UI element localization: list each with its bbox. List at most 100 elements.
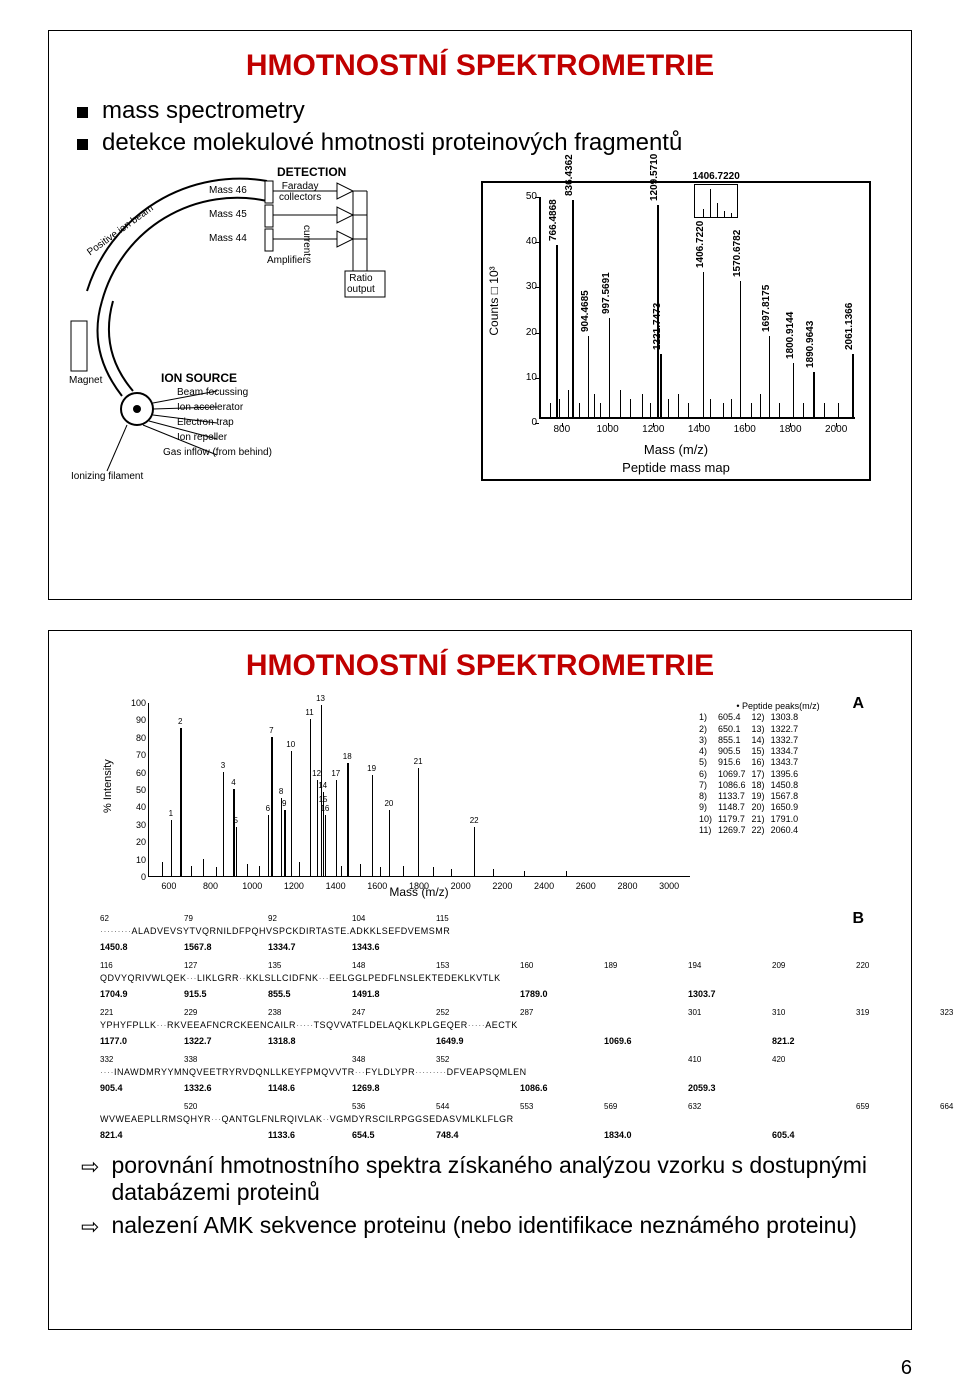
figA-peak-bar (284, 810, 285, 876)
figA-noise-bar (493, 869, 494, 876)
legend-cell: 905.5 (715, 746, 749, 757)
figA-noise-bar (524, 871, 525, 876)
figA-legend: • Peptide peaks(m/z) 1)605.412)1303.82)6… (696, 701, 860, 836)
pmm-xlabel: Mass (m/z) (483, 442, 869, 457)
figA-peak-number: 3 (221, 761, 225, 770)
pmm-inset: 1406.7220 (694, 184, 738, 218)
spectrum-peak-label: 836.4362 (564, 154, 575, 196)
figA-peak-number: 2 (178, 717, 182, 726)
figA-plot-area: 12345678910111213141516171819202122 (148, 703, 690, 877)
legend-row: 8)1133.719)1567.8 (696, 791, 801, 802)
legend-cell: 1650.9 (768, 802, 802, 813)
label-amplifiers: Amplifiers (267, 255, 311, 266)
spectrum-peak-label: 2061.1366 (844, 302, 855, 349)
figA-peak-bar (268, 815, 269, 876)
spectrum-peak-label: 1697.8175 (761, 284, 772, 331)
figA-ytick: 90 (130, 715, 146, 725)
panel2-title: HMOTNOSTNÍ SPEKTROMETRIE (67, 649, 893, 683)
peptide-mass-map-figure: 766.4868836.4362904.4685997.56911209.571… (481, 181, 871, 481)
legend-cell: 1) (696, 712, 715, 723)
spectrum-noise-bar (630, 399, 631, 417)
spectrum-peak-bar (660, 354, 661, 417)
figB-index-row: 116127135148153160189194209220 (100, 960, 860, 972)
legend-cell: 7) (696, 780, 715, 791)
legend-cell: 10) (696, 814, 715, 825)
label-current: current (301, 225, 312, 256)
label-mass46: Mass 46 (209, 185, 247, 196)
legend-cell: 915.6 (715, 757, 749, 768)
spectrum-noise-bar (824, 403, 825, 417)
bullet-row: detekce molekulové hmotnosti proteinovýc… (77, 129, 893, 157)
spectrum-noise-bar (710, 399, 711, 417)
legend-cell: 1395.6 (768, 769, 802, 780)
figA-xtick: 800 (203, 881, 218, 891)
pmm-plot-area: 766.4868836.4362904.4685997.56911209.571… (539, 197, 855, 419)
bullet-text: mass spectrometry (102, 97, 305, 125)
figA-peak-bar (347, 763, 348, 876)
spectrum-peak-bar (740, 281, 741, 417)
figA-legend-table: 1)605.412)1303.82)650.113)1322.73)855.11… (696, 712, 801, 836)
page-number: 6 (901, 1357, 912, 1380)
figA-xtick: 2000 (451, 881, 471, 891)
spectrum-peak-label: 1890.9643 (805, 321, 816, 368)
spectrum-figure-A: A 12345678910111213141516171819202122 % … (100, 697, 860, 907)
spectrum-peak-bar (793, 363, 794, 417)
figA-peak-number: 1 (169, 809, 173, 818)
figA-peak-number: 20 (384, 799, 393, 808)
figA-noise-bar (360, 864, 361, 876)
legend-cell: 19) (749, 791, 768, 802)
legend-row: 1)605.412)1303.8 (696, 712, 801, 723)
arrow-bullet-row: ⇨ nalezení AMK sekvence proteinu (nebo i… (81, 1212, 879, 1240)
figA-xtick: 1400 (326, 881, 346, 891)
figA-noise-bar (341, 866, 342, 876)
legend-cell: 1133.7 (715, 791, 749, 802)
figA-ytick: 80 (130, 733, 146, 743)
spectrum-peak-label: 997.5691 (601, 272, 612, 314)
figA-peak-number: 13 (316, 694, 325, 703)
arrow-bullet-row: ⇨ porovnání hmotnostního spektra získané… (81, 1152, 879, 1206)
legend-row: 4)905.515)1334.7 (696, 746, 801, 757)
figA-peak-bar (171, 820, 172, 876)
figA-ytick: 60 (130, 768, 146, 778)
bullet-row: mass spectrometry (77, 97, 893, 125)
figA-noise-bar (380, 867, 381, 876)
figA-peak-number: 19 (367, 764, 376, 773)
legend-cell: 1148.7 (715, 802, 749, 813)
spectrum-noise-bar (559, 399, 560, 417)
legend-row: 9)1148.720)1650.9 (696, 802, 801, 813)
label-beam-focussing: Beam focussing (177, 387, 248, 398)
figA-noise-bar (403, 866, 404, 876)
figA-peak-number: 21 (414, 757, 423, 766)
legend-cell: 22) (749, 825, 768, 836)
pmm-ylabel: Counts □ 10³ (487, 267, 501, 336)
spectrum-noise-bar (779, 403, 780, 417)
spectrum-noise-bar (678, 394, 679, 417)
spectrum-noise-bar (600, 403, 601, 417)
figA-peak-bar (291, 751, 292, 876)
legend-cell: 2060.4 (768, 825, 802, 836)
figA-peak-bar (271, 737, 272, 876)
figA-ytick: 70 (130, 750, 146, 760)
figB-mass-row: 1177.01322.71318.81649.91069.6821.2 (100, 1035, 860, 1049)
figA-ytick: 30 (130, 820, 146, 830)
figA-peak-number: 4 (231, 778, 235, 787)
figB-index-row: 627992104115 (100, 913, 860, 925)
figA-peak-number: 14 (318, 781, 327, 790)
label-electron-trap: Electron trap (177, 417, 234, 428)
figA-noise-bar (247, 864, 248, 876)
figA-peak-number: 22 (470, 816, 479, 825)
legend-cell: 1332.7 (768, 735, 802, 746)
spectrum-noise-bar (642, 394, 643, 417)
figB-sequence-row: QDVYQRIVWLQEK···LIKLGRR··KKLSLLCIDFNK···… (100, 972, 860, 986)
spectrum-peak-bar (588, 336, 589, 417)
legend-row: 11)1269.722)2060.4 (696, 825, 801, 836)
spectrum-noise-bar (751, 403, 752, 417)
legend-title: Peptide peaks(m/z) (742, 701, 820, 711)
legend-cell: 17) (749, 769, 768, 780)
legend-row: 3)855.114)1332.7 (696, 735, 801, 746)
legend-cell: 1791.0 (768, 814, 802, 825)
bullet-text: nalezení AMK sekvence proteinu (nebo ide… (111, 1212, 856, 1239)
figA-peak-number: 9 (282, 799, 286, 808)
bullet-text: detekce molekulové hmotnosti proteinovýc… (102, 129, 682, 157)
spectrum-peak-label: 1406.7220 (695, 221, 706, 268)
